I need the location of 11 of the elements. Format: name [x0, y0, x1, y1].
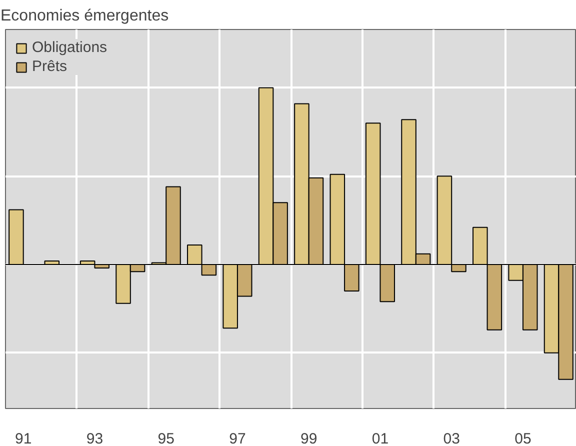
x-tick-label: 01 [372, 430, 389, 446]
x-tick-label: 05 [514, 430, 532, 446]
chart-title: Economies émergentes [0, 8, 169, 24]
x-tick-label: 95 [158, 430, 174, 446]
x-tick-label: 91 [15, 430, 32, 446]
x-tick-label: 99 [300, 430, 318, 446]
x-tick-label: 93 [86, 430, 104, 446]
legend-label: Prêts [32, 58, 68, 75]
legend-label: Obligations [32, 39, 108, 56]
x-tick-label: 97 [229, 430, 246, 446]
x-tick-label: 03 [443, 430, 460, 446]
